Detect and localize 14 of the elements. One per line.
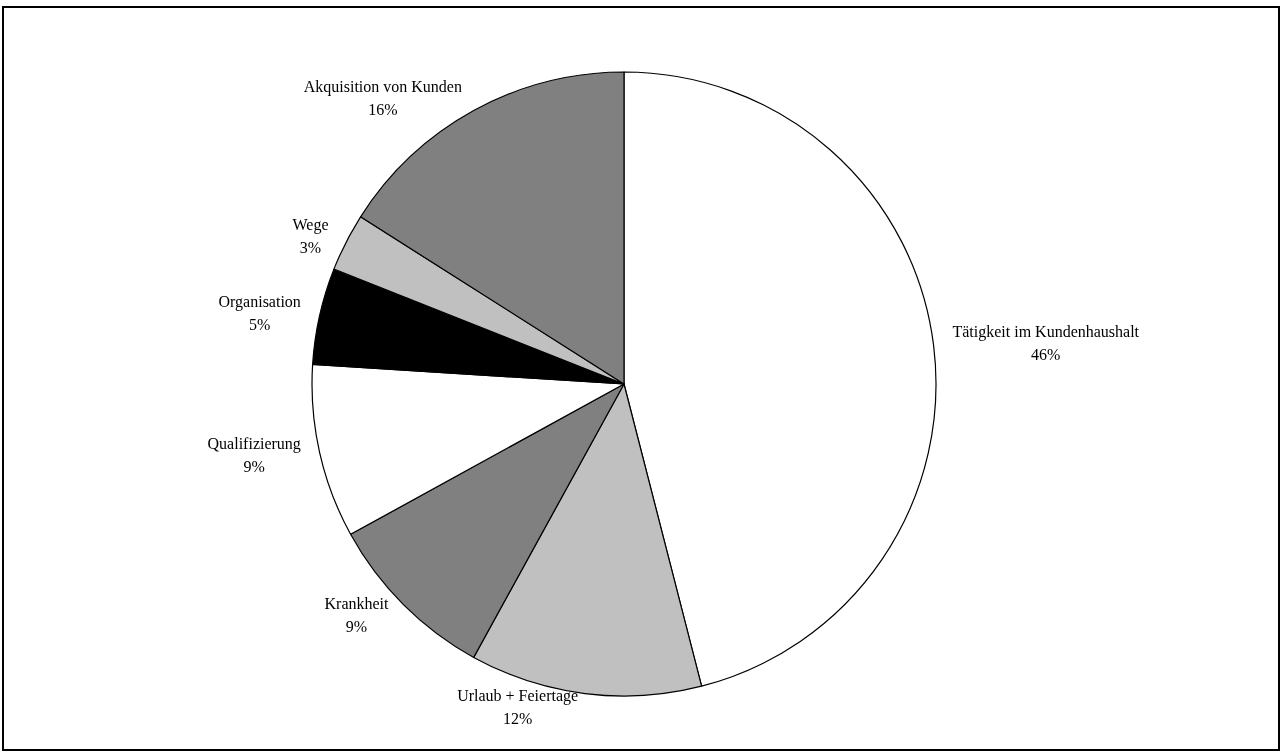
data-label: 46% [1031, 346, 1061, 364]
data-label: 9% [243, 458, 265, 476]
data-label: 5% [249, 315, 271, 333]
data-label: 16% [368, 101, 398, 119]
slice-label: Organisation [218, 292, 301, 311]
slice-label: Krankheit [324, 594, 390, 612]
slice-label: Tätigkeit im Kundenhaushalt [952, 323, 1140, 342]
slice-label: Urlaub + Feiertage [457, 687, 579, 706]
slice-label: Akquisition von Kunden [303, 78, 462, 97]
data-label: 12% [502, 710, 533, 728]
slice-label: Qualifizierung [207, 435, 301, 454]
slice-label: Wege [292, 216, 329, 234]
data-label: 3% [299, 239, 322, 256]
data-label: 9% [345, 617, 368, 635]
